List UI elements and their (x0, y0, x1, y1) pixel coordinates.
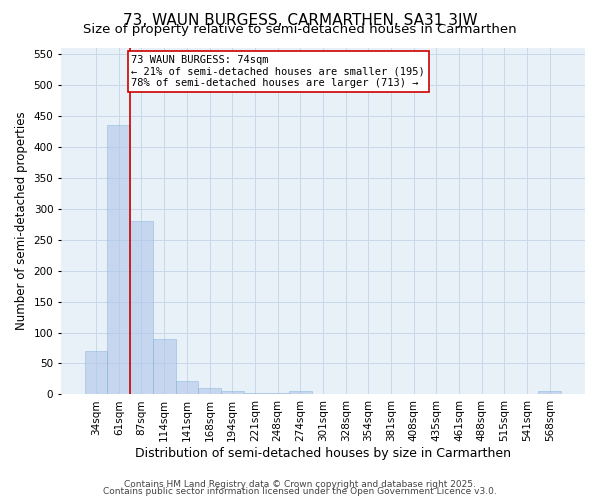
Text: 73 WAUN BURGESS: 74sqm
← 21% of semi-detached houses are smaller (195)
78% of se: 73 WAUN BURGESS: 74sqm ← 21% of semi-det… (131, 55, 425, 88)
Text: Contains HM Land Registry data © Crown copyright and database right 2025.: Contains HM Land Registry data © Crown c… (124, 480, 476, 489)
Bar (538, 392, 561, 394)
Bar (266, 393, 289, 394)
Bar (176, 381, 198, 394)
Bar (221, 392, 244, 394)
Text: Contains public sector information licensed under the Open Government Licence v3: Contains public sector information licen… (103, 488, 497, 496)
Bar (244, 392, 266, 394)
Bar (107, 125, 130, 394)
X-axis label: Distribution of semi-detached houses by size in Carmarthen: Distribution of semi-detached houses by … (135, 447, 511, 460)
Bar (289, 392, 311, 394)
Bar (85, 351, 107, 395)
Text: Size of property relative to semi-detached houses in Carmarthen: Size of property relative to semi-detach… (83, 22, 517, 36)
Text: 73, WAUN BURGESS, CARMARTHEN, SA31 3JW: 73, WAUN BURGESS, CARMARTHEN, SA31 3JW (122, 12, 478, 28)
Y-axis label: Number of semi-detached properties: Number of semi-detached properties (15, 112, 28, 330)
Bar (130, 221, 153, 394)
Bar (198, 388, 221, 394)
Bar (153, 338, 176, 394)
